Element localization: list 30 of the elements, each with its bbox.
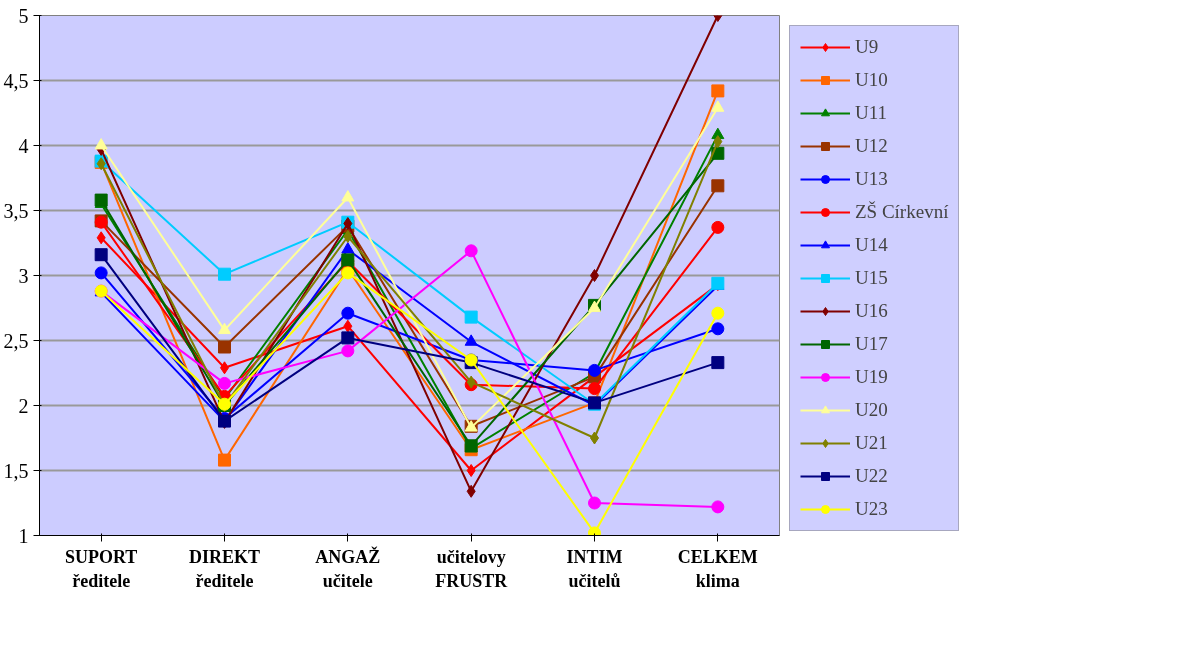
legend-label: U15 (855, 267, 888, 289)
legend-label: ZŠ Církevní (855, 201, 949, 223)
legend-label: U21 (855, 432, 888, 454)
y-tick-label: 4 (18, 134, 29, 157)
y-tick-label: 2,5 (3, 329, 29, 352)
legend-label: U9 (855, 36, 879, 58)
legend-label: U16 (855, 300, 888, 322)
x-tick-label: DIREKT ředitele (188, 546, 261, 591)
x-tick-label: učitelovy FRUSTR (435, 546, 509, 591)
legend-label: U10 (855, 69, 888, 91)
y-tick-label: 5 (18, 4, 29, 27)
legend-label: U22 (855, 465, 888, 487)
x-tick-label: INTIM učitelů (566, 546, 623, 591)
legend-label: U23 (855, 498, 888, 520)
x-tick-label: ANGAŽ učitele (315, 545, 381, 591)
legend-label: U17 (855, 333, 888, 355)
legend-label: U14 (855, 234, 888, 256)
legend-label: U11 (855, 102, 888, 124)
y-tick-label: 3 (18, 264, 29, 287)
x-tick-label: CELKEM klima (677, 546, 758, 591)
legend-label: U20 (855, 399, 888, 421)
legend-label: U19 (855, 366, 888, 388)
y-tick-label: 2 (18, 394, 29, 417)
legend-label: U13 (855, 168, 888, 190)
y-tick-label: 1 (18, 524, 29, 547)
y-tick-label: 3,5 (3, 199, 29, 222)
x-tick-label: SUPORT ředitele (64, 546, 138, 591)
legend-label: U12 (855, 135, 888, 157)
y-tick-label: 4,5 (3, 69, 29, 92)
y-tick-label: 1,5 (3, 459, 29, 482)
